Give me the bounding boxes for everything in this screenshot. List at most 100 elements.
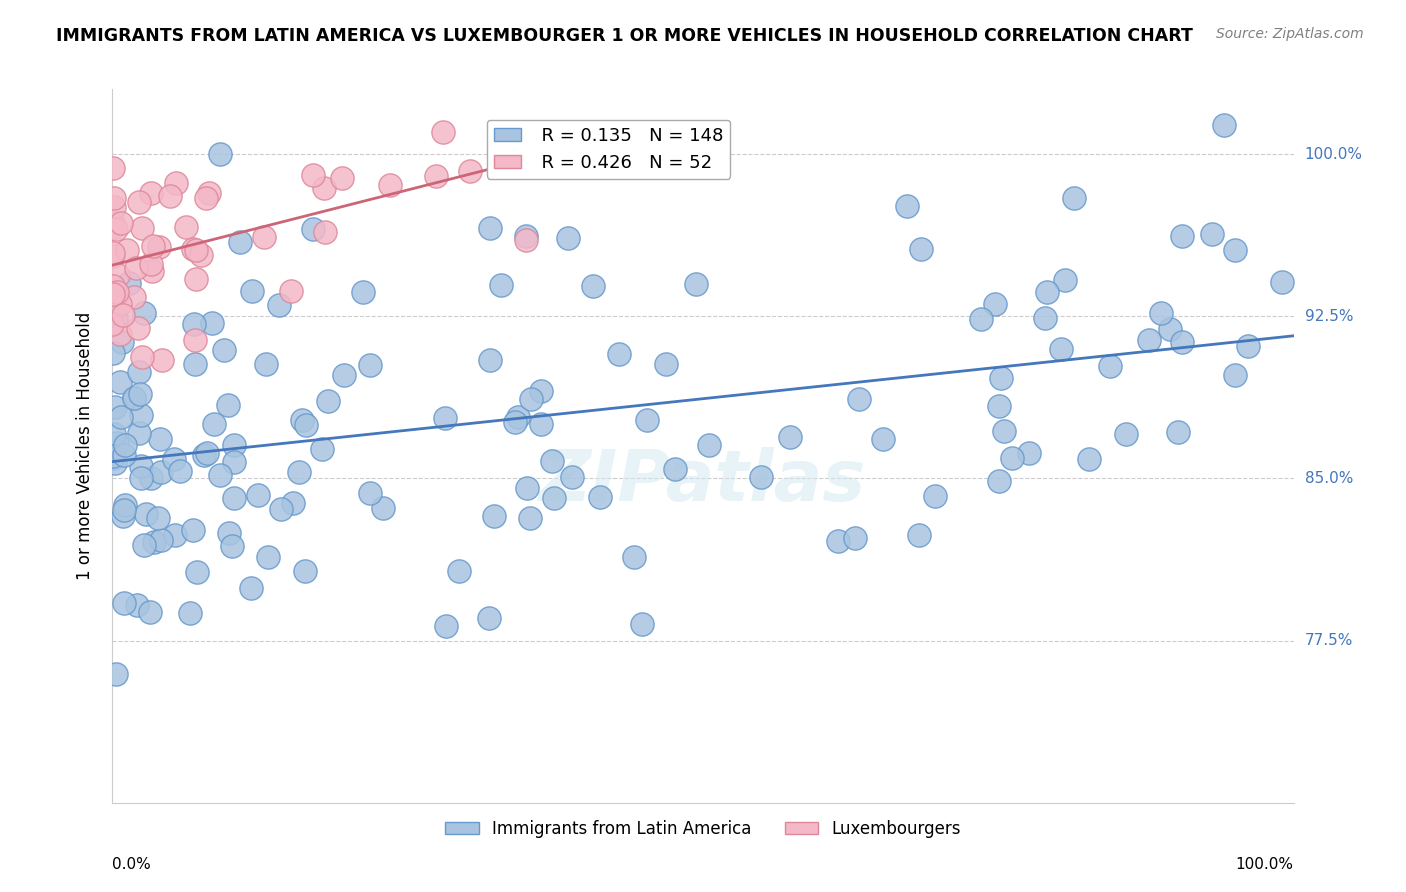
Point [1170,229,1192,244]
Point [779,430,801,444]
Point [129,409,152,423]
Point [479,221,502,235]
Point [519,511,541,525]
Point [146,511,169,525]
Point [114,498,136,512]
Point [302,222,325,236]
Point [910,242,932,256]
Point [101,220,124,235]
Point [217,398,239,412]
Point [110,216,132,230]
Point [101,346,124,360]
Point [105,436,128,450]
Point [520,392,543,407]
Point [112,596,135,610]
Point [229,235,252,249]
Point [139,186,162,201]
Point [1137,333,1160,347]
Point [530,384,553,398]
Point [425,169,447,183]
Point [983,297,1005,311]
Point [240,285,263,299]
Point [543,491,565,506]
Point [101,279,124,293]
Point [1036,285,1059,299]
Y-axis label: 1 or more Vehicles in Household: 1 or more Vehicles in Household [76,312,94,580]
Point [117,243,139,257]
Point [127,599,149,613]
Point [751,470,773,484]
Point [195,446,218,460]
Point [281,496,304,510]
Point [484,509,506,524]
Point [478,352,501,367]
Point [530,417,553,431]
Point [101,317,124,331]
Point [224,455,246,469]
Text: 0.0%: 0.0% [112,857,152,871]
Point [135,508,157,522]
Point [131,221,153,235]
Point [111,335,134,350]
Point [1054,273,1077,287]
Point [101,245,124,260]
Point [253,229,276,244]
Point [924,490,946,504]
Text: IMMIGRANTS FROM LATIN AMERICA VS LUXEMBOURGER 1 OR MORE VEHICLES IN HOUSEHOLD CO: IMMIGRANTS FROM LATIN AMERICA VS LUXEMBO… [56,27,1194,45]
Point [110,409,132,424]
Point [159,188,181,202]
Point [169,464,191,478]
Point [515,233,537,247]
Point [186,565,208,579]
Point [193,448,215,462]
Point [294,565,316,579]
Point [1225,368,1247,383]
Point [1099,359,1122,373]
Point [508,410,530,425]
Point [201,316,224,330]
Point [128,425,150,440]
Point [104,311,127,326]
Point [202,417,225,432]
Point [270,502,292,516]
Point [1115,426,1137,441]
Point [478,611,501,625]
Point [114,438,136,452]
Point [311,442,333,457]
Point [184,357,207,371]
Point [908,528,931,542]
Point [184,272,207,286]
Point [163,452,186,467]
Point [359,486,381,500]
Point [221,539,243,553]
Text: Source: ZipAtlas.com: Source: ZipAtlas.com [1216,27,1364,41]
Point [183,317,205,331]
Point [1018,446,1040,460]
Point [124,391,146,405]
Point [125,260,148,275]
Point [195,191,218,205]
Point [380,178,402,192]
Point [122,290,145,304]
Point [149,533,172,547]
Point [988,474,1011,488]
Point [447,564,470,578]
Point [103,456,125,470]
Point [181,243,204,257]
Text: 85.0%: 85.0% [1305,471,1353,486]
Point [222,438,245,452]
Point [458,164,481,178]
Point [150,352,173,367]
Text: 77.5%: 77.5% [1305,633,1353,648]
Point [128,365,150,379]
Point [101,216,124,230]
Point [993,424,1015,438]
Point [112,309,135,323]
Point [134,305,156,319]
Point [165,528,187,542]
Point [112,508,135,523]
Point [131,351,153,365]
Point [1171,334,1194,349]
Point [148,240,170,254]
Point [132,538,155,552]
